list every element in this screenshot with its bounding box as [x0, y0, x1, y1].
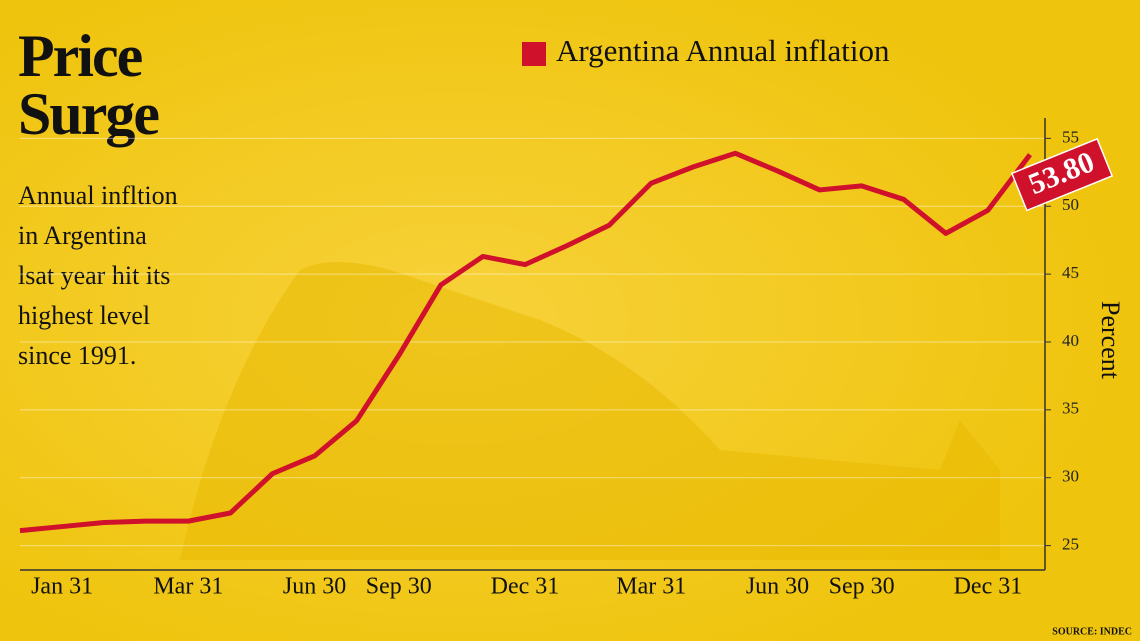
photo-silhouette	[180, 262, 1000, 560]
subtitle-line: highest level	[18, 301, 150, 330]
subtitle-line: Annual infltion	[18, 181, 178, 210]
title-line: Surge	[18, 81, 159, 147]
x-tick-label: Jan 31	[31, 574, 93, 600]
x-tick-label: Sep 30	[366, 574, 432, 600]
subtitle-line: since 1991.	[18, 341, 136, 370]
x-tick-label: Dec 31	[954, 574, 1023, 600]
subtitle-line: lsat year hit its	[18, 261, 170, 290]
y-axis-label: Percent	[1096, 301, 1125, 380]
x-tick-label: Sep 30	[829, 574, 895, 600]
source: SOURCE: INDEC	[1052, 626, 1132, 637]
x-tick-label: Dec 31	[491, 574, 560, 600]
subtitle-line: in Argentina	[18, 221, 147, 250]
y-tick-label: 35	[1062, 399, 1079, 418]
subtitle: Annual infltion in Argentina lsat year hit…	[18, 181, 178, 370]
y-tick-label: 45	[1062, 263, 1079, 282]
y-tick-label: 40	[1062, 331, 1079, 350]
x-tick-label: Jun 30	[283, 574, 346, 600]
legend-label: Argentina Annual inflation	[556, 33, 890, 68]
title-line: Price	[18, 23, 143, 89]
y-tick-label: 55	[1062, 127, 1079, 146]
data-line	[19, 150, 1032, 534]
y-tick-label: 50	[1062, 195, 1079, 214]
y-tick-label: 25	[1062, 534, 1079, 553]
x-tick-label: Mar 31	[153, 574, 223, 600]
x-tick-label: Jun 30	[746, 574, 809, 600]
x-tick-label: Mar 31	[616, 574, 686, 600]
y-tick-label: 30	[1062, 467, 1079, 486]
legend-swatch	[522, 42, 546, 66]
badge-box	[1010, 137, 1114, 212]
